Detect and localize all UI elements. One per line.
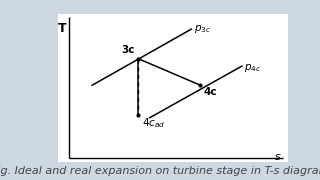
- Text: 3c: 3c: [121, 45, 135, 55]
- Text: s: s: [275, 152, 281, 162]
- Text: $p_{3c}$: $p_{3c}$: [194, 23, 211, 35]
- Text: $4c_{ad}$: $4c_{ad}$: [142, 116, 165, 130]
- Text: T: T: [58, 22, 67, 35]
- Text: $p_{4c}$: $p_{4c}$: [244, 62, 261, 74]
- Text: 4c: 4c: [204, 87, 218, 97]
- Text: Fig. Ideal and real expansion on turbine stage in T-s diagram: Fig. Ideal and real expansion on turbine…: [0, 166, 320, 176]
